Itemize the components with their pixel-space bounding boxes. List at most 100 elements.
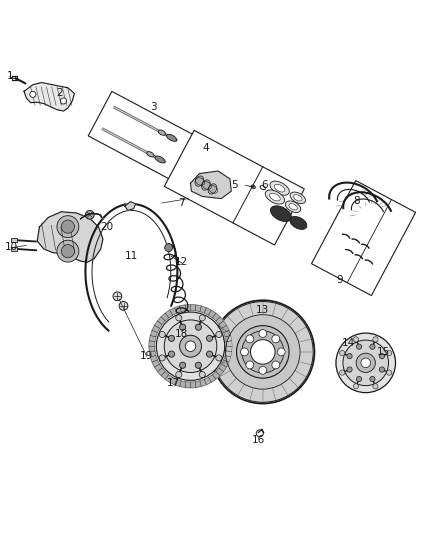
Polygon shape [224, 356, 231, 362]
Text: 2: 2 [56, 88, 63, 99]
Circle shape [379, 367, 385, 372]
Text: 10: 10 [4, 242, 18, 252]
Text: 8: 8 [353, 196, 360, 206]
Ellipse shape [166, 134, 177, 141]
Polygon shape [200, 306, 206, 313]
Polygon shape [191, 382, 196, 388]
Polygon shape [150, 356, 157, 362]
Circle shape [357, 344, 362, 349]
Polygon shape [216, 317, 223, 325]
Circle shape [180, 362, 186, 368]
Circle shape [61, 245, 74, 258]
Polygon shape [208, 310, 216, 318]
Bar [11, 238, 17, 243]
Circle shape [60, 98, 67, 104]
Circle shape [256, 430, 263, 437]
Polygon shape [204, 308, 211, 315]
Polygon shape [161, 313, 169, 321]
Text: 19: 19 [140, 351, 153, 361]
Circle shape [180, 335, 201, 357]
Circle shape [246, 361, 254, 369]
Circle shape [180, 324, 186, 330]
Text: 5: 5 [231, 181, 238, 190]
Text: 12: 12 [175, 257, 188, 267]
Circle shape [353, 384, 359, 389]
Ellipse shape [289, 204, 297, 210]
Text: 16: 16 [252, 434, 265, 445]
Circle shape [387, 351, 392, 356]
Circle shape [199, 372, 205, 377]
Text: 7: 7 [178, 198, 185, 208]
Polygon shape [191, 171, 231, 199]
Circle shape [277, 348, 285, 356]
Polygon shape [226, 346, 232, 352]
Circle shape [339, 351, 345, 356]
Polygon shape [212, 372, 220, 379]
Polygon shape [216, 368, 223, 376]
Ellipse shape [270, 206, 291, 222]
Ellipse shape [290, 216, 307, 229]
Circle shape [195, 324, 201, 330]
Ellipse shape [286, 201, 301, 213]
Text: 18: 18 [175, 329, 188, 340]
Text: 6: 6 [261, 181, 268, 190]
Polygon shape [150, 330, 157, 337]
Circle shape [343, 340, 389, 386]
Circle shape [212, 302, 313, 402]
Circle shape [379, 353, 385, 359]
Circle shape [61, 220, 74, 233]
Circle shape [176, 372, 182, 377]
Ellipse shape [269, 193, 280, 201]
Circle shape [119, 302, 128, 310]
Ellipse shape [147, 151, 154, 157]
Circle shape [113, 292, 122, 301]
Circle shape [373, 384, 378, 389]
Text: 4: 4 [202, 143, 209, 154]
Circle shape [373, 337, 378, 342]
Circle shape [159, 355, 165, 361]
Ellipse shape [270, 181, 289, 195]
Polygon shape [80, 213, 103, 219]
Text: 13: 13 [256, 305, 269, 316]
Circle shape [370, 344, 375, 349]
Circle shape [57, 216, 79, 238]
Circle shape [353, 337, 359, 342]
Polygon shape [170, 377, 177, 385]
Circle shape [165, 244, 173, 252]
Polygon shape [225, 351, 232, 357]
Polygon shape [185, 304, 191, 311]
Circle shape [216, 332, 222, 337]
Polygon shape [88, 91, 201, 183]
Text: 3: 3 [150, 102, 157, 111]
Polygon shape [158, 368, 165, 376]
Circle shape [176, 315, 182, 321]
Circle shape [164, 320, 217, 373]
Polygon shape [222, 326, 229, 333]
Circle shape [272, 335, 280, 343]
Circle shape [339, 370, 345, 375]
Circle shape [370, 376, 375, 382]
Polygon shape [37, 212, 103, 262]
Polygon shape [219, 321, 226, 328]
Polygon shape [170, 308, 177, 315]
Ellipse shape [265, 190, 285, 204]
Polygon shape [185, 382, 191, 388]
Polygon shape [165, 310, 173, 318]
Circle shape [357, 376, 362, 382]
Circle shape [156, 312, 225, 381]
Circle shape [240, 348, 248, 356]
Polygon shape [195, 381, 201, 387]
Circle shape [185, 341, 196, 351]
Ellipse shape [158, 130, 166, 135]
Circle shape [347, 367, 352, 372]
Circle shape [347, 353, 352, 359]
Circle shape [169, 335, 175, 342]
Circle shape [356, 353, 375, 373]
Polygon shape [224, 330, 231, 337]
Polygon shape [222, 360, 229, 367]
Circle shape [211, 300, 314, 403]
Text: 20: 20 [101, 222, 114, 232]
Ellipse shape [208, 184, 217, 194]
Polygon shape [149, 346, 155, 352]
Polygon shape [212, 313, 220, 321]
